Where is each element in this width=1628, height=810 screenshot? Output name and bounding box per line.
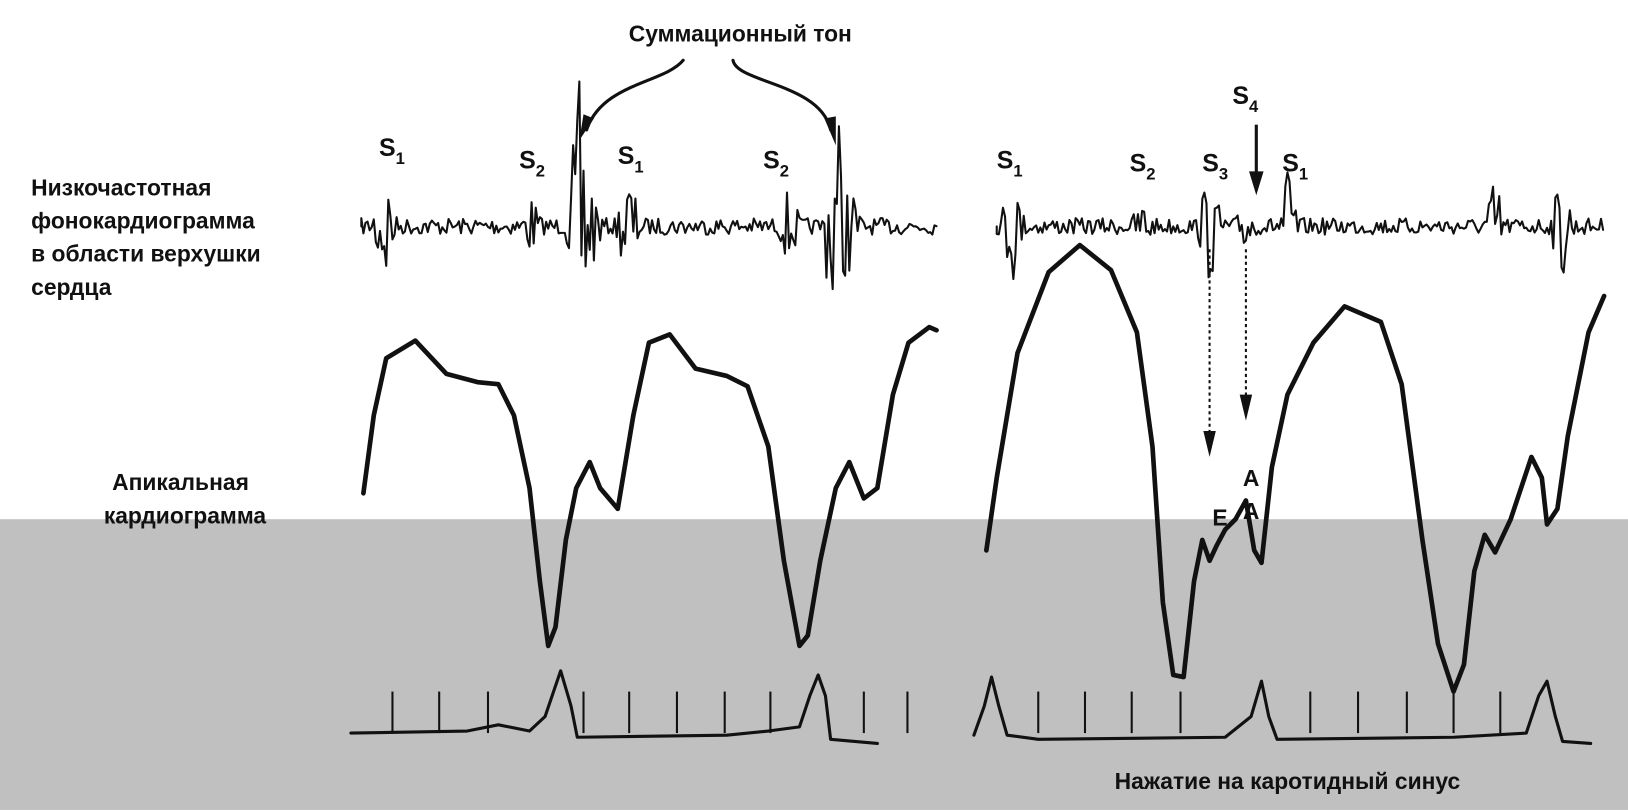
sound-subscript: 2 — [536, 162, 545, 181]
sound-label: S2 — [519, 146, 545, 180]
sound-label: S4 — [1232, 82, 1259, 116]
phono-label: в области верхушки — [31, 241, 261, 267]
sound-label: S2 — [763, 146, 789, 180]
sound-label: S1 — [1282, 149, 1308, 183]
arrow — [585, 58, 685, 132]
arrow-head — [579, 114, 594, 141]
sound-label: S1 — [618, 142, 644, 176]
background — [0, 0, 1628, 519]
ecg-ticks — [391, 691, 1502, 734]
sound-subscript: 1 — [1299, 165, 1308, 184]
phono-label: фонокардиограмма — [31, 207, 255, 233]
phono-label: Низкочастотная — [31, 174, 211, 200]
arrow-head — [1239, 394, 1253, 421]
phono-trace — [995, 171, 1605, 281]
sound-letter: S — [997, 146, 1014, 174]
sound-letter: S — [1232, 82, 1249, 110]
ecg-trace — [972, 675, 1593, 746]
wave-label: A — [1243, 465, 1259, 491]
apex-trace — [361, 324, 939, 649]
sound-letter: S — [519, 146, 536, 174]
arrow-head — [1203, 430, 1216, 457]
sound-letter: S — [618, 142, 635, 170]
sound-letter: S — [1202, 149, 1219, 177]
arrow — [731, 58, 833, 132]
sound-label: S1 — [379, 134, 405, 168]
sound-letter: S — [1130, 149, 1147, 177]
sound-subscript: 1 — [396, 149, 405, 168]
sound-subscript: 1 — [1013, 162, 1022, 181]
sound-subscript: 1 — [634, 157, 643, 176]
sound-letter: S — [1282, 149, 1299, 177]
sound-subscript: 2 — [1146, 165, 1155, 184]
sound-label: S1 — [997, 146, 1023, 180]
sound-letter: S — [379, 134, 396, 162]
sound-subscript: 3 — [1219, 165, 1228, 184]
ecg-trace — [349, 669, 879, 746]
apex-trace — [984, 242, 1607, 694]
sound-letter: S — [763, 146, 780, 174]
apex-label: кардиограмма — [104, 502, 267, 528]
phono-label: сердца — [31, 274, 112, 300]
wave-label: E — [1212, 504, 1227, 530]
arrow-head — [824, 116, 836, 146]
phono-trace — [360, 80, 938, 291]
phono-traces — [360, 80, 1605, 291]
title: Суммационный тон — [629, 21, 852, 47]
sound-label: S2 — [1130, 149, 1156, 183]
sound-label: S3 — [1202, 149, 1228, 183]
sound-subscript: 2 — [780, 162, 789, 181]
arrow-head — [1249, 171, 1264, 196]
caption: Нажатие на каротидный синус — [1115, 768, 1461, 794]
apex-label: Апикальная — [112, 469, 249, 495]
gray-overlay — [0, 519, 1628, 810]
sound-subscript: 4 — [1249, 97, 1259, 116]
